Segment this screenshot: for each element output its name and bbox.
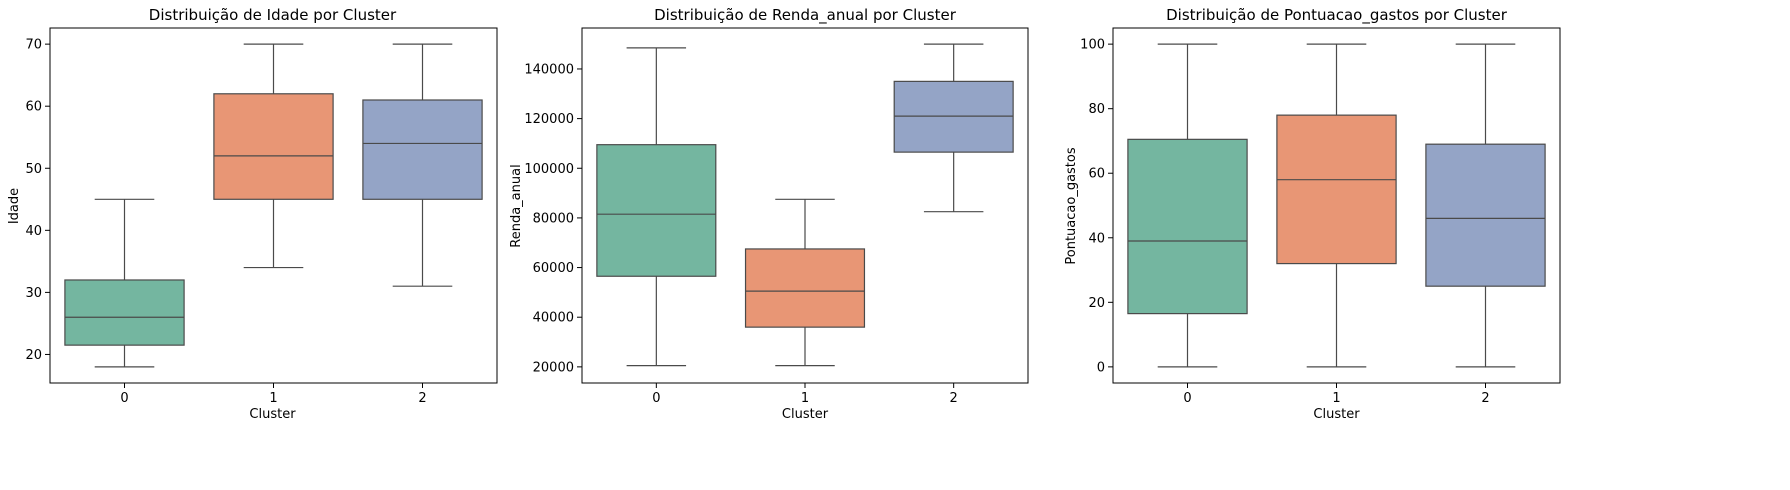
- y-tick-label: 100000: [524, 162, 574, 177]
- boxes: [596, 43, 1014, 367]
- box-cluster-2: [893, 80, 1014, 153]
- panel-renda-anual: Distribuição de Renda_anual por Cluster …: [509, 6, 1029, 422]
- y-tick-label: 70: [25, 38, 42, 53]
- x-axis-label: Cluster: [1313, 407, 1360, 422]
- y-axis-label: Renda_anual: [509, 164, 524, 247]
- y-tick-label: 80: [1088, 102, 1105, 117]
- x-tick-label: 2: [950, 391, 958, 406]
- y-tick-label: 40: [1088, 231, 1105, 246]
- plot-frame: [581, 27, 1029, 384]
- chart-title: Distribuição de Renda_anual por Cluster: [654, 6, 957, 25]
- chart-title: Distribuição de Pontuacao_gastos por Clu…: [1166, 6, 1508, 25]
- box-cluster-1: [1276, 114, 1397, 265]
- y-tick-label: 60: [25, 100, 42, 115]
- y-tick-label: 60000: [533, 261, 574, 276]
- y-tick-label: 60: [1088, 167, 1105, 182]
- x-ticks: 0 1 2: [1183, 383, 1490, 406]
- box-cluster-0: [1127, 138, 1248, 315]
- x-tick-label: 1: [1332, 391, 1340, 406]
- y-axis-label: Pontuacao_gastos: [1064, 147, 1079, 264]
- box-cluster-1: [213, 93, 334, 200]
- box-cluster-2: [362, 99, 483, 200]
- plot-frame: [1112, 27, 1561, 384]
- box-cluster-0: [64, 279, 185, 346]
- y-tick-label: 20: [25, 348, 42, 363]
- panel-idade: Distribuição de Idade por Cluster Cluste…: [7, 6, 498, 422]
- x-tick-label: 0: [120, 391, 128, 406]
- x-ticks: 0 1 2: [120, 383, 427, 406]
- x-tick-label: 1: [801, 391, 809, 406]
- y-tick-label: 80000: [533, 211, 574, 226]
- x-axis-label: Cluster: [249, 407, 296, 422]
- boxes: [64, 43, 483, 368]
- y-tick-label: 50: [25, 162, 42, 177]
- box-cluster-1: [744, 248, 866, 328]
- boxes: [1127, 43, 1546, 368]
- y-tick-label: 140000: [524, 62, 574, 77]
- y-ticks: 0 20 40 60 80 100: [1080, 38, 1113, 375]
- y-tick-label: 0: [1097, 360, 1105, 375]
- y-ticks: 20000 40000 60000 80000 100000 120000 140000: [524, 62, 582, 375]
- panel-pontuacao-gastos: Distribuição de Pontuacao_gastos por Clu…: [1064, 6, 1561, 422]
- y-tick-label: 20000: [533, 360, 574, 375]
- x-tick-label: 0: [1183, 391, 1191, 406]
- x-ticks: 0 1 2: [652, 383, 958, 406]
- y-tick-label: 20: [1088, 296, 1105, 311]
- box-cluster-0: [596, 144, 717, 277]
- y-axis-label: Idade: [7, 188, 22, 224]
- y-tick-label: 120000: [524, 112, 574, 127]
- x-tick-label: 1: [269, 391, 277, 406]
- y-tick-label: 100: [1080, 38, 1105, 53]
- x-axis-label: Cluster: [782, 407, 829, 422]
- box-cluster-2: [1425, 143, 1546, 287]
- y-tick-label: 40000: [533, 311, 574, 326]
- y-tick-label: 30: [25, 286, 42, 301]
- x-tick-label: 2: [418, 391, 426, 406]
- plot-frame: [49, 27, 498, 384]
- x-tick-label: 0: [652, 391, 660, 406]
- x-tick-label: 2: [1481, 391, 1489, 406]
- y-tick-label: 40: [25, 224, 42, 239]
- y-ticks: 20 30 40 50 60 70: [25, 38, 50, 363]
- chart-title: Distribuição de Idade por Cluster: [149, 6, 397, 24]
